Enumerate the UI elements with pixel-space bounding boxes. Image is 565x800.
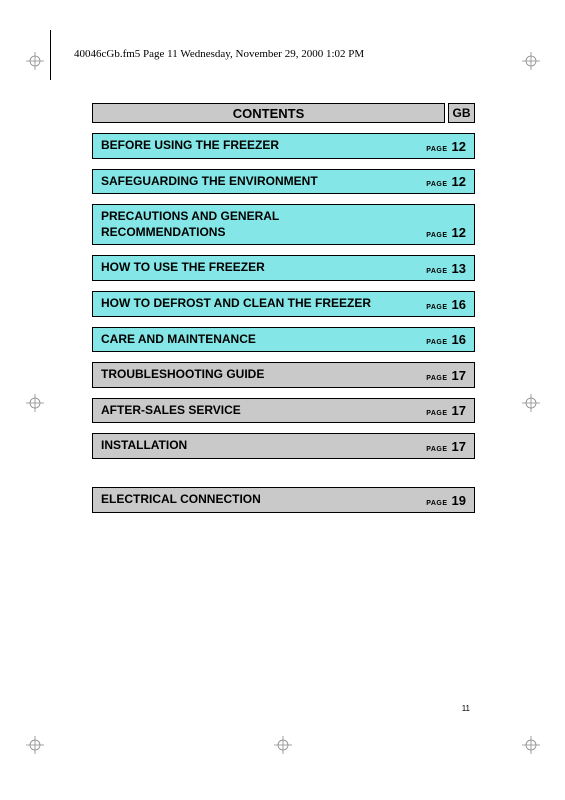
page-number: 16 bbox=[452, 297, 466, 312]
toc-entry-page: PAGE 12 bbox=[426, 174, 466, 189]
contents-entries: BEFORE USING THE FREEZERPAGE12SAFEGUARDI… bbox=[92, 133, 475, 513]
page-number: 19 bbox=[452, 493, 466, 508]
page-word: PAGE bbox=[426, 304, 447, 311]
toc-entry-page: PAGE 19 bbox=[426, 493, 466, 508]
toc-entry: PRECAUTIONS AND GENERAL RECOMMENDATIONS P… bbox=[92, 204, 475, 245]
page-number: 13 bbox=[452, 261, 466, 276]
toc-entry-page: PAGE 12 bbox=[426, 139, 466, 154]
toc-entry-label: ELECTRICAL CONNECTION bbox=[101, 492, 261, 508]
toc-entry-label: PRECAUTIONS AND GENERAL RECOMMENDATIONS bbox=[101, 209, 371, 240]
toc-entry-page: PAGE 16 bbox=[426, 332, 466, 347]
toc-entry-label: AFTER-SALES SERVICE bbox=[101, 403, 241, 419]
page-word: PAGE bbox=[426, 268, 447, 275]
page-word: PAGE bbox=[426, 339, 447, 346]
page-number: 17 bbox=[452, 403, 466, 418]
toc-entry: AFTER-SALES SERVICE PAGE 17 bbox=[92, 398, 475, 424]
language-box: GB bbox=[448, 103, 475, 123]
toc-entry: BEFORE USING THE FREEZER PAGE 12 bbox=[92, 133, 475, 159]
toc-entry: HOW TO USE THE FREEZER PAGE 13 bbox=[92, 255, 475, 281]
page-number: 12 bbox=[452, 174, 466, 189]
page-word: PAGE bbox=[426, 410, 447, 417]
page-word: PAGE bbox=[426, 232, 447, 239]
toc-entry: INSTALLATION PAGE 17 bbox=[92, 433, 475, 459]
registration-mark-icon bbox=[26, 736, 44, 754]
page-word: PAGE bbox=[426, 181, 447, 188]
registration-mark-icon bbox=[522, 736, 540, 754]
toc-entry-label: BEFORE USING THE FREEZER bbox=[101, 138, 279, 154]
header-text: 40046cGb.fm5 Page 11 Wednesday, November… bbox=[74, 48, 364, 60]
toc-entry-page: PAGE 17 bbox=[426, 403, 466, 418]
page-number: 17 bbox=[452, 439, 466, 454]
page: 40046cGb.fm5 Page 11 Wednesday, November… bbox=[0, 0, 565, 800]
toc-entry: ELECTRICAL CONNECTION PAGE 19 bbox=[92, 487, 475, 513]
page-number: 12 bbox=[452, 225, 466, 240]
registration-mark-icon bbox=[522, 394, 540, 412]
registration-mark-icon bbox=[274, 736, 292, 754]
toc-entry-label: INSTALLATION bbox=[101, 438, 187, 454]
page-word: PAGE bbox=[426, 446, 447, 453]
page-number: 12 bbox=[452, 139, 466, 154]
contents-title: CONTENTS bbox=[92, 103, 445, 123]
toc-entry: HOW TO DEFROST AND CLEAN THE FREEZER PAGE… bbox=[92, 291, 475, 317]
page-word: PAGE bbox=[426, 375, 447, 382]
toc-entry-label: SAFEGUARDING THE ENVIRONMENT bbox=[101, 174, 318, 190]
toc-entry-page: PAGE 16 bbox=[426, 297, 466, 312]
toc-entry-label: HOW TO USE THE FREEZER bbox=[101, 260, 265, 276]
toc-entry-label: TROUBLESHOOTING GUIDE bbox=[101, 367, 264, 383]
registration-mark-icon bbox=[26, 394, 44, 412]
toc-entry: CARE AND MAINTENANCE PAGE 16 bbox=[92, 327, 475, 353]
toc-entry-page: PAGE 17 bbox=[426, 439, 466, 454]
toc-entry-page: PAGE 12 bbox=[426, 225, 466, 240]
page-number: 17 bbox=[452, 368, 466, 383]
registration-mark-icon bbox=[522, 52, 540, 70]
page-number: 16 bbox=[452, 332, 466, 347]
toc-entry: SAFEGUARDING THE ENVIRONMENT PAGE 12 bbox=[92, 169, 475, 195]
entry-gap bbox=[92, 469, 475, 487]
toc-entry: TROUBLESHOOTING GUIDE PAGE 17 bbox=[92, 362, 475, 388]
toc-entry-label: HOW TO DEFROST AND CLEAN THE FREEZER bbox=[101, 296, 371, 312]
page-word: PAGE bbox=[426, 500, 447, 507]
footer-page-number: 11 bbox=[462, 704, 470, 713]
contents-block: CONTENTS GB BEFORE USING THE FREEZER PAGE… bbox=[92, 103, 475, 523]
toc-entry-page: PAGE 17 bbox=[426, 368, 466, 383]
toc-entry-page: PAGE 13 bbox=[426, 261, 466, 276]
header-rule bbox=[50, 30, 51, 80]
contents-title-row: CONTENTS GB bbox=[92, 103, 475, 123]
toc-entry-label: CARE AND MAINTENANCE bbox=[101, 332, 256, 348]
page-word: PAGE bbox=[426, 146, 447, 153]
registration-mark-icon bbox=[26, 52, 44, 70]
